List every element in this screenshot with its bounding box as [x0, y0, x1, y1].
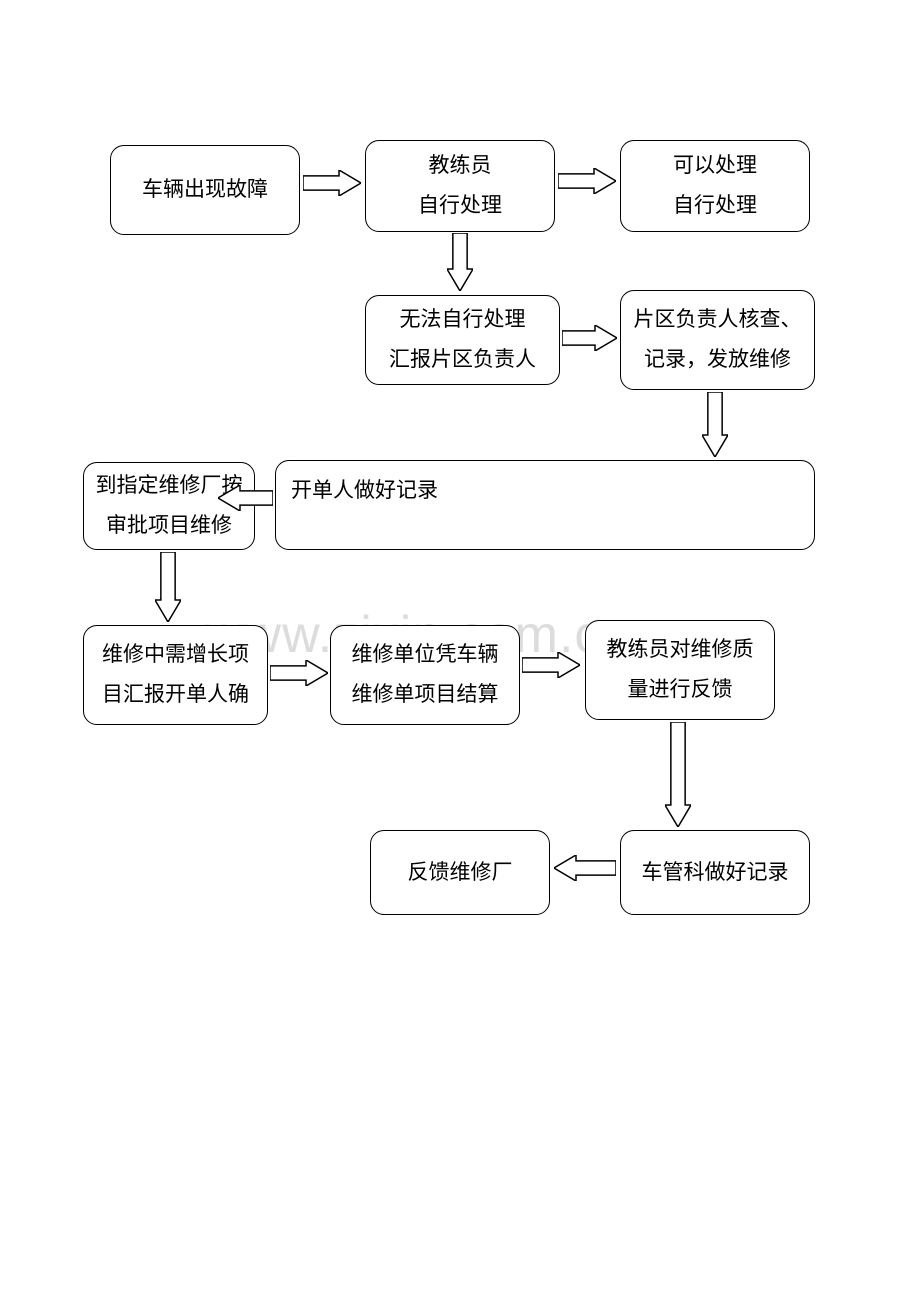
node-additional-items: 维修中需增长项目汇报开单人确 — [83, 625, 268, 725]
node-label-line2: 量进行反馈 — [628, 670, 733, 710]
node-feedback-repair-shop: 反馈维修厂 — [370, 830, 550, 915]
node-coach-self-handle: 教练员自行处理 — [365, 140, 555, 232]
arrow-icon — [270, 660, 328, 686]
arrow-icon — [665, 722, 691, 827]
arrow-icon — [554, 855, 616, 881]
node-vehicle-dept-record: 车管科做好记录 — [620, 830, 810, 915]
arrow-icon — [558, 168, 616, 194]
node-issuer-record: 开单人做好记录 — [275, 460, 815, 550]
node-label-line2: 记录，发放维修 — [644, 340, 791, 380]
node-label-line2: 自行处理 — [673, 186, 757, 226]
arrow-icon — [218, 485, 273, 511]
arrow-icon — [522, 652, 580, 678]
node-label-line2: 汇报片区负责人 — [389, 340, 536, 380]
node-label-line1: 维修中需增长项 — [102, 635, 249, 675]
node-repair-settlement: 维修单位凭车辆维修单项目结算 — [330, 625, 520, 725]
arrow-icon — [155, 552, 181, 622]
node-label-line1: 教练员 — [429, 146, 492, 186]
node-label-line2: 审批项目维修 — [106, 506, 232, 546]
node-can-handle: 可以处理自行处理 — [620, 140, 810, 232]
node-cannot-handle: 无法自行处理汇报片区负责人 — [365, 295, 560, 385]
arrow-icon — [702, 392, 728, 457]
node-vehicle-fault: 车辆出现故障 — [110, 145, 300, 235]
node-label-line1: 片区负责人核查、 — [634, 300, 802, 340]
node-label-line1: 车管科做好记录 — [642, 853, 789, 893]
node-label-line1: 可以处理 — [673, 146, 757, 186]
node-area-lead-check: 片区负责人核查、记录，发放维修 — [620, 290, 815, 390]
arrow-icon — [303, 170, 361, 196]
node-label-line1: 无法自行处理 — [400, 300, 526, 340]
node-label-line1: 维修单位凭车辆 — [352, 635, 499, 675]
node-label-line1: 开单人做好记录 — [291, 471, 438, 511]
node-label-line1: 教练员对维修质 — [607, 630, 754, 670]
node-coach-feedback: 教练员对维修质量进行反馈 — [585, 620, 775, 720]
node-label-line1: 反馈维修厂 — [408, 853, 513, 893]
node-label-line2: 目汇报开单人确 — [102, 675, 249, 715]
node-label-line2: 维修单项目结算 — [352, 675, 499, 715]
node-label-line1: 车辆出现故障 — [142, 170, 268, 210]
node-label-line2: 自行处理 — [418, 186, 502, 226]
arrow-icon — [562, 325, 617, 351]
arrow-icon — [447, 233, 473, 291]
flowchart-canvas: www.zixin.com.cn 车辆出现故障 教练员自行处理 可以处理自行处理… — [0, 0, 920, 1302]
